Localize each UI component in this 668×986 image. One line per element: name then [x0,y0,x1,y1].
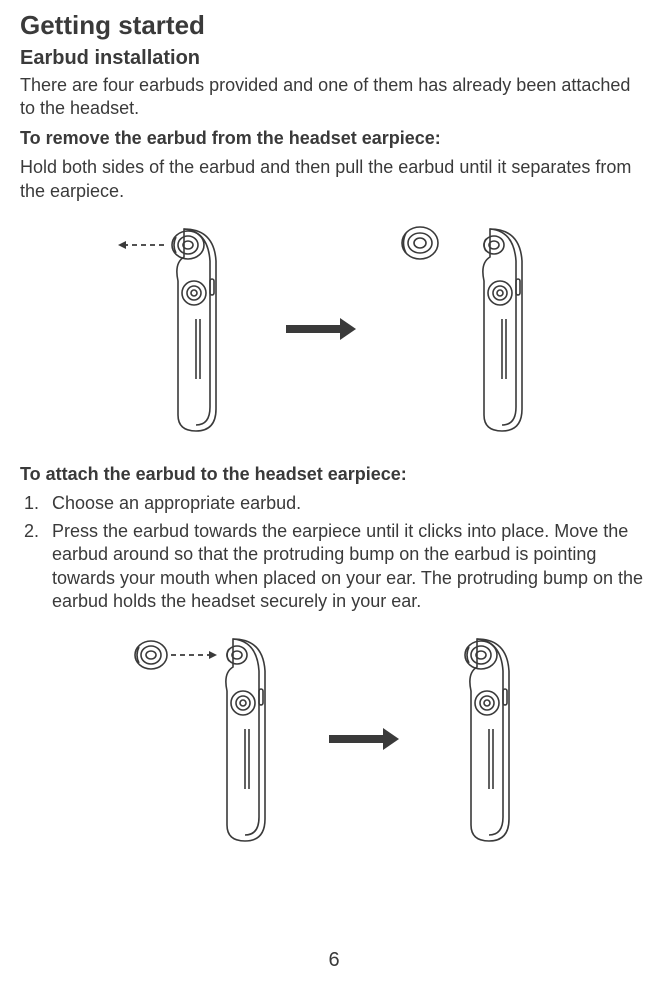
attach-steps-list: Choose an appropriate earbud. Press the … [20,492,648,613]
remove-instruction: Hold both sides of the earbud and then p… [20,156,648,203]
headset-with-earbud-icon [116,219,246,439]
list-item: Choose an appropriate earbud. [44,492,648,515]
intro-paragraph: There are four earbuds provided and one … [20,74,648,121]
list-item: Press the earbud towards the earpiece un… [44,520,648,614]
separated-earbud-icon [396,219,444,267]
attach-after [439,629,539,849]
earbud-approaching-icon [129,629,289,849]
attach-before [129,629,289,849]
headset-no-earbud-icon [452,219,552,439]
transition-arrow-icon [286,322,356,336]
remove-after [396,219,552,439]
remove-before [116,219,246,439]
transition-arrow-icon [329,732,399,746]
attach-subtitle: To attach the earbud to the headset earp… [20,463,648,486]
page-number: 6 [0,949,668,972]
remove-subtitle: To remove the earbud from the headset ea… [20,127,648,150]
attach-diagram [20,629,648,849]
headset-with-earbud-icon [439,629,539,849]
remove-diagram [20,219,648,439]
page-heading: Getting started [20,10,648,41]
section-title: Earbud installation [20,47,648,70]
